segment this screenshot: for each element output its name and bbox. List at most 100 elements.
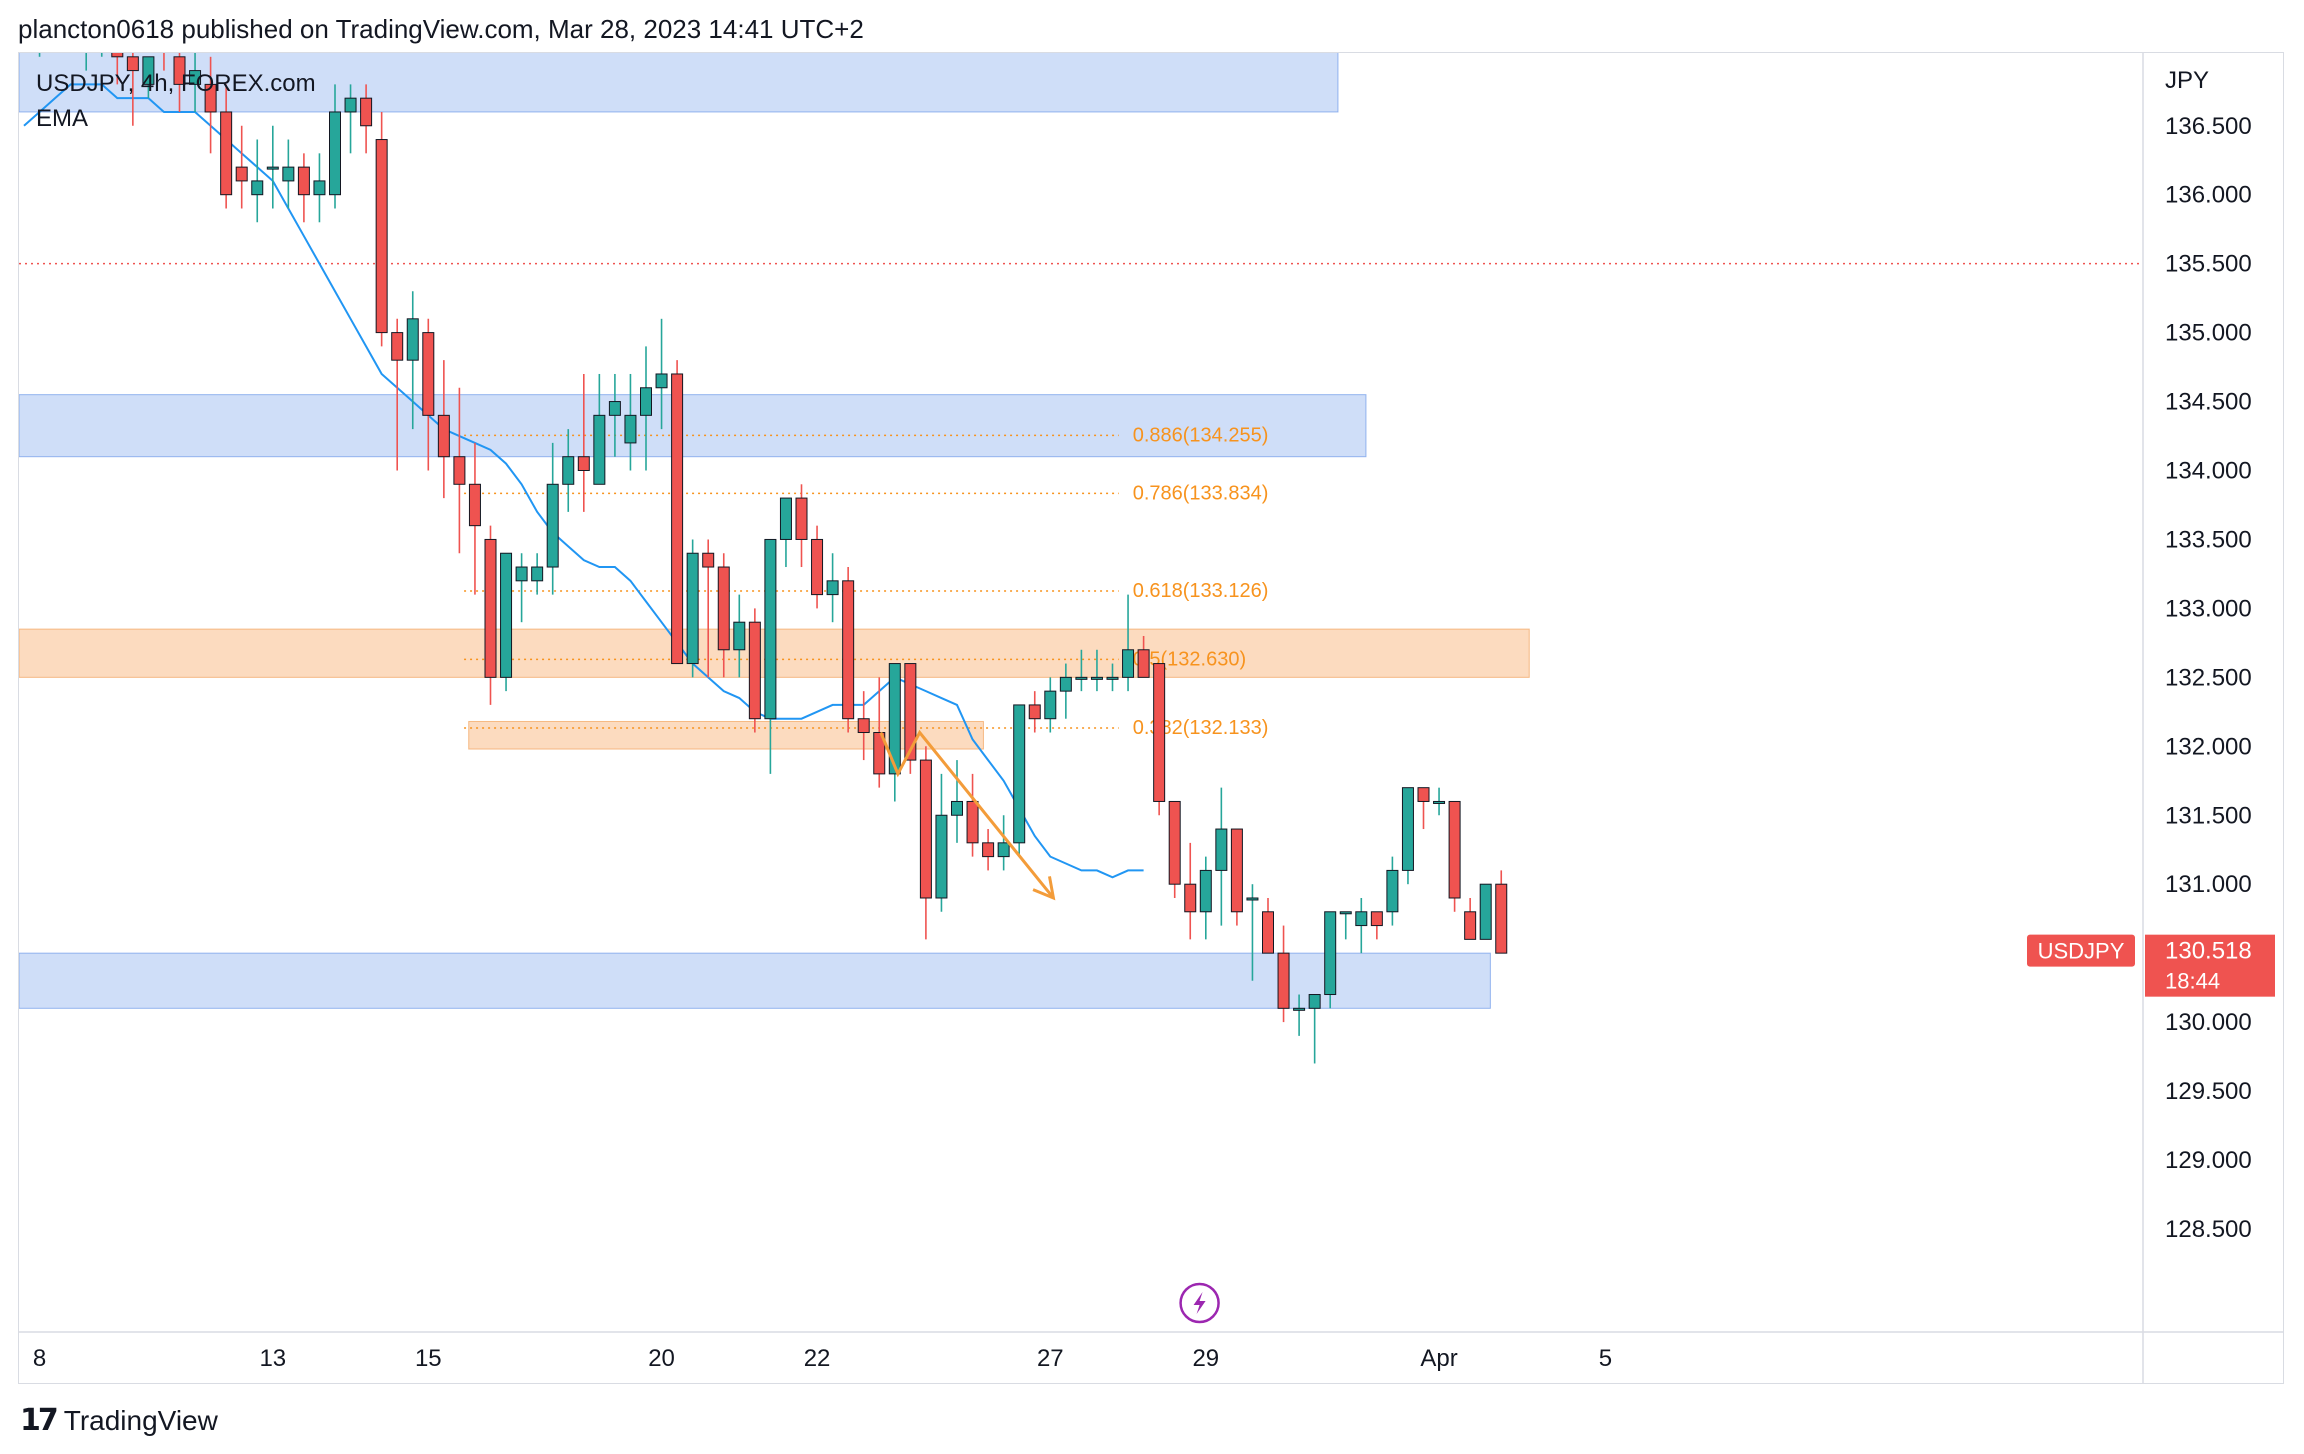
price-tick-label: 129.000 [2165,1147,2252,1174]
candle-body [391,332,404,361]
price-tick-label: 130.000 [2165,1009,2252,1036]
candle-body [842,580,855,720]
fib-label: 0.382(132.133) [1133,717,1269,739]
publisher-line: plancton0618 published on TradingView.co… [18,14,864,44]
price-tick-label: 135.500 [2165,251,2252,278]
candle-body [531,566,544,582]
zone-blue-0 [19,53,1339,113]
time-tick-label: 27 [1037,1345,1064,1372]
candle-body [251,180,264,196]
candle [391,318,404,471]
candle-body [1106,676,1119,680]
candle-body [1013,704,1026,844]
candle [1090,649,1103,692]
candle [857,691,870,761]
candle-body [484,538,497,678]
candle [19,0,30,43]
candle-body [1355,911,1368,927]
candle [515,553,528,623]
candle-body [204,83,217,113]
candle-body [640,387,652,416]
candle [1184,842,1197,940]
candle-body [81,15,92,29]
candle-body [1230,828,1243,913]
candle-body [375,139,388,334]
candle-body [1417,787,1430,802]
price-tick-label: 134.000 [2165,458,2252,485]
candle [764,538,777,774]
price-tick-label: 133.500 [2165,526,2252,553]
candle [1153,663,1166,816]
chart-frame [18,52,2284,1384]
candle [422,318,435,471]
candle-body [811,538,824,596]
price-tick-label: 132.500 [2165,664,2252,691]
candle [577,373,590,512]
candle [1106,663,1119,692]
candle [531,553,544,595]
candle [1028,691,1041,733]
candle-body [717,566,730,651]
candle-body [34,2,45,16]
candle [111,53,124,85]
price-tick-label: 134.500 [2165,389,2252,416]
candle [1401,787,1414,885]
candle [1013,704,1026,857]
legend-symbol[interactable]: USDJPY, 4h, FOREX.com [36,70,316,97]
candle-body [982,842,995,858]
candle-body [111,53,124,58]
svg-text:USDJPY: USDJPY [2038,939,2125,964]
candle-body [1075,676,1088,680]
candle [935,773,948,912]
candle [360,84,373,154]
candle-body [19,2,30,16]
candle [189,53,202,112]
candle-body [1277,952,1290,1009]
candle [468,442,481,595]
candle [1168,800,1181,898]
candle-body [966,800,979,844]
candle [266,125,279,209]
candle-body [1090,676,1103,680]
legend-indicator-ema[interactable]: EMA [36,105,89,132]
candle-body [593,414,606,485]
candle-body [1324,911,1337,996]
time-tick-label: 5 [1599,1345,1612,1372]
candle-body [50,0,61,2]
candle [951,760,963,843]
last-price-symbol-tag: USDJPY [2027,934,2135,967]
candle-body [951,800,963,816]
candle [640,346,652,471]
candle [1417,787,1430,830]
candle [1495,870,1508,954]
candle [717,553,730,678]
candle [982,829,995,871]
price-axis-unit: JPY [2165,67,2209,94]
candle [500,552,513,692]
candle [1262,897,1274,954]
candle [235,125,248,209]
candle-body [655,373,668,389]
candle-body [1122,649,1135,678]
candle-body [1308,994,1321,1009]
candle-body [437,414,450,458]
candle-body [1495,883,1508,954]
brand-label: TradingView [63,1404,218,1436]
time-tick-label: 29 [1192,1345,1219,1372]
time-tick-label: 20 [648,1345,675,1372]
candle [297,153,310,223]
candle-body [220,111,233,196]
tradingview-brand[interactable]: 17 TradingView [20,1403,218,1438]
candle-body [406,318,419,361]
candle [1215,787,1228,926]
candle [1370,911,1383,940]
time-tick-label: 8 [33,1345,46,1372]
candle [163,53,165,71]
time-tick-label: 13 [259,1345,286,1372]
candle [888,663,901,802]
candle [1199,856,1212,940]
candle-body [96,2,107,16]
candle-body [235,166,248,182]
candle [686,539,699,678]
